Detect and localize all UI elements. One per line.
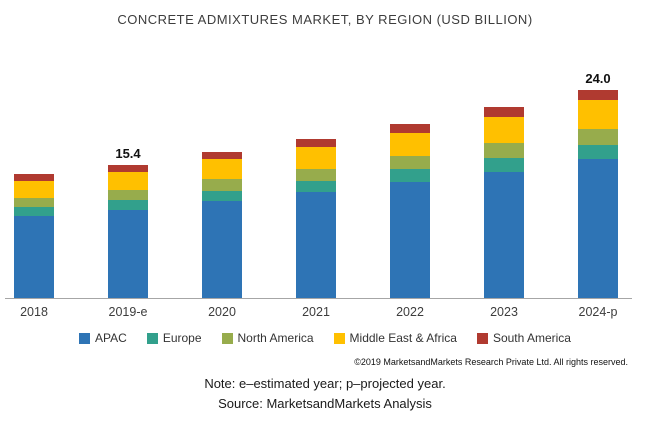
bar-2021 — [294, 138, 338, 298]
bar-stack — [578, 90, 618, 298]
bar-segment-south-america — [202, 152, 242, 160]
bar-segment-middle-east-africa — [296, 147, 336, 169]
legend-label: Middle East & Africa — [349, 331, 457, 345]
bar-segment-north-america — [14, 197, 54, 208]
bar-segment-north-america — [484, 142, 524, 158]
bar-2018 — [12, 174, 56, 298]
x-axis-labels: 2018 2019-e 2020 2021 2022 2023 2024-p — [12, 305, 620, 319]
bar-2023 — [482, 107, 526, 298]
note-text: Note: e–estimated year; p–projected year… — [204, 376, 446, 391]
bar-segment-europe — [296, 181, 336, 193]
legend-item-europe: Europe — [146, 331, 202, 345]
bar-stack — [390, 123, 430, 298]
bar-stack — [296, 138, 336, 298]
bar-segment-apac — [390, 181, 430, 298]
bar-total-label-2024-p: 24.0 — [585, 71, 611, 87]
legend-swatch-icon — [146, 332, 158, 344]
x-tick-label-2020: 2020 — [208, 305, 236, 319]
legend-swatch-icon — [476, 332, 488, 344]
bar-segment-north-america — [296, 168, 336, 182]
bar-segment-north-america — [108, 189, 148, 201]
bar-segment-apac — [484, 171, 524, 298]
bar-segment-south-america — [484, 107, 524, 117]
chart-title: CONCRETE ADMIXTURES MARKET, BY REGION (U… — [117, 12, 533, 27]
bar-segment-south-america — [296, 138, 336, 148]
bar-total-label-2019-e: 15.4 — [115, 145, 141, 161]
bar-segment-middle-east-africa — [108, 171, 148, 190]
bar-2024-p: 24.0 — [576, 71, 620, 298]
legend-swatch-icon — [221, 332, 233, 344]
x-tick-label-2021: 2021 — [302, 305, 330, 319]
bar-segment-europe — [202, 190, 242, 201]
bar-segment-middle-east-africa — [390, 132, 430, 156]
bar-segment-middle-east-africa — [484, 116, 524, 143]
legend-item-north-america: North America — [221, 331, 314, 345]
bar-2022 — [388, 123, 432, 298]
bar-segment-middle-east-africa — [578, 100, 618, 130]
bar-segment-south-america — [108, 164, 148, 172]
bar-segment-apac — [108, 209, 148, 298]
bar-segment-apac — [296, 192, 336, 298]
bar-segment-south-america — [14, 174, 54, 182]
bar-segment-europe — [108, 200, 148, 210]
bar-stack — [202, 152, 242, 298]
bar-stack — [14, 174, 54, 298]
bar-segment-north-america — [202, 179, 242, 191]
x-tick-label-2024-p: 2024-p — [578, 305, 618, 319]
bar-segment-middle-east-africa — [202, 159, 242, 180]
bar-segment-north-america — [390, 155, 430, 169]
legend-label: North America — [237, 331, 314, 345]
x-axis-line — [5, 298, 632, 299]
bar-stack — [484, 107, 524, 298]
legend-label: Europe — [162, 331, 202, 345]
bar-segment-south-america — [578, 90, 618, 101]
legend-label: South America — [492, 331, 571, 345]
bar-2019-e: 15.4 — [106, 146, 150, 298]
bar-segment-apac — [14, 215, 54, 298]
bar-segment-europe — [578, 144, 618, 160]
legend-label: APAC — [95, 331, 127, 345]
bar-segment-europe — [484, 157, 524, 172]
x-tick-label-2023: 2023 — [490, 305, 518, 319]
x-tick-label-2018: 2018 — [20, 305, 48, 319]
bar-segment-middle-east-africa — [14, 181, 54, 198]
bar-segment-europe — [390, 168, 430, 182]
legend-item-south-america: South America — [476, 331, 571, 345]
bar-segment-south-america — [390, 123, 430, 133]
bar-segment-europe — [14, 207, 54, 216]
source-text: Source: MarketsandMarkets Analysis — [218, 396, 432, 411]
bar-stack — [108, 164, 148, 298]
x-tick-label-2022: 2022 — [396, 305, 424, 319]
legend-swatch-icon — [79, 332, 91, 344]
bar-segment-apac — [578, 159, 618, 298]
legend-swatch-icon — [333, 332, 345, 344]
legend-item-middle-east-africa: Middle East & Africa — [333, 331, 457, 345]
bar-2020 — [200, 152, 244, 298]
bar-segment-north-america — [578, 129, 618, 145]
legend: APAC Europe North America Middle East & Afr… — [0, 331, 650, 345]
x-tick-label-2019-e: 2019-e — [108, 305, 148, 319]
bars-container: 15.4 24.0 — [12, 37, 620, 298]
plot-area: 15.4 24.0 — [0, 37, 650, 299]
copyright-text: ©2019 MarketsandMarkets Research Private… — [354, 357, 628, 367]
legend-item-apac: APAC — [79, 331, 127, 345]
bar-segment-apac — [202, 200, 242, 298]
